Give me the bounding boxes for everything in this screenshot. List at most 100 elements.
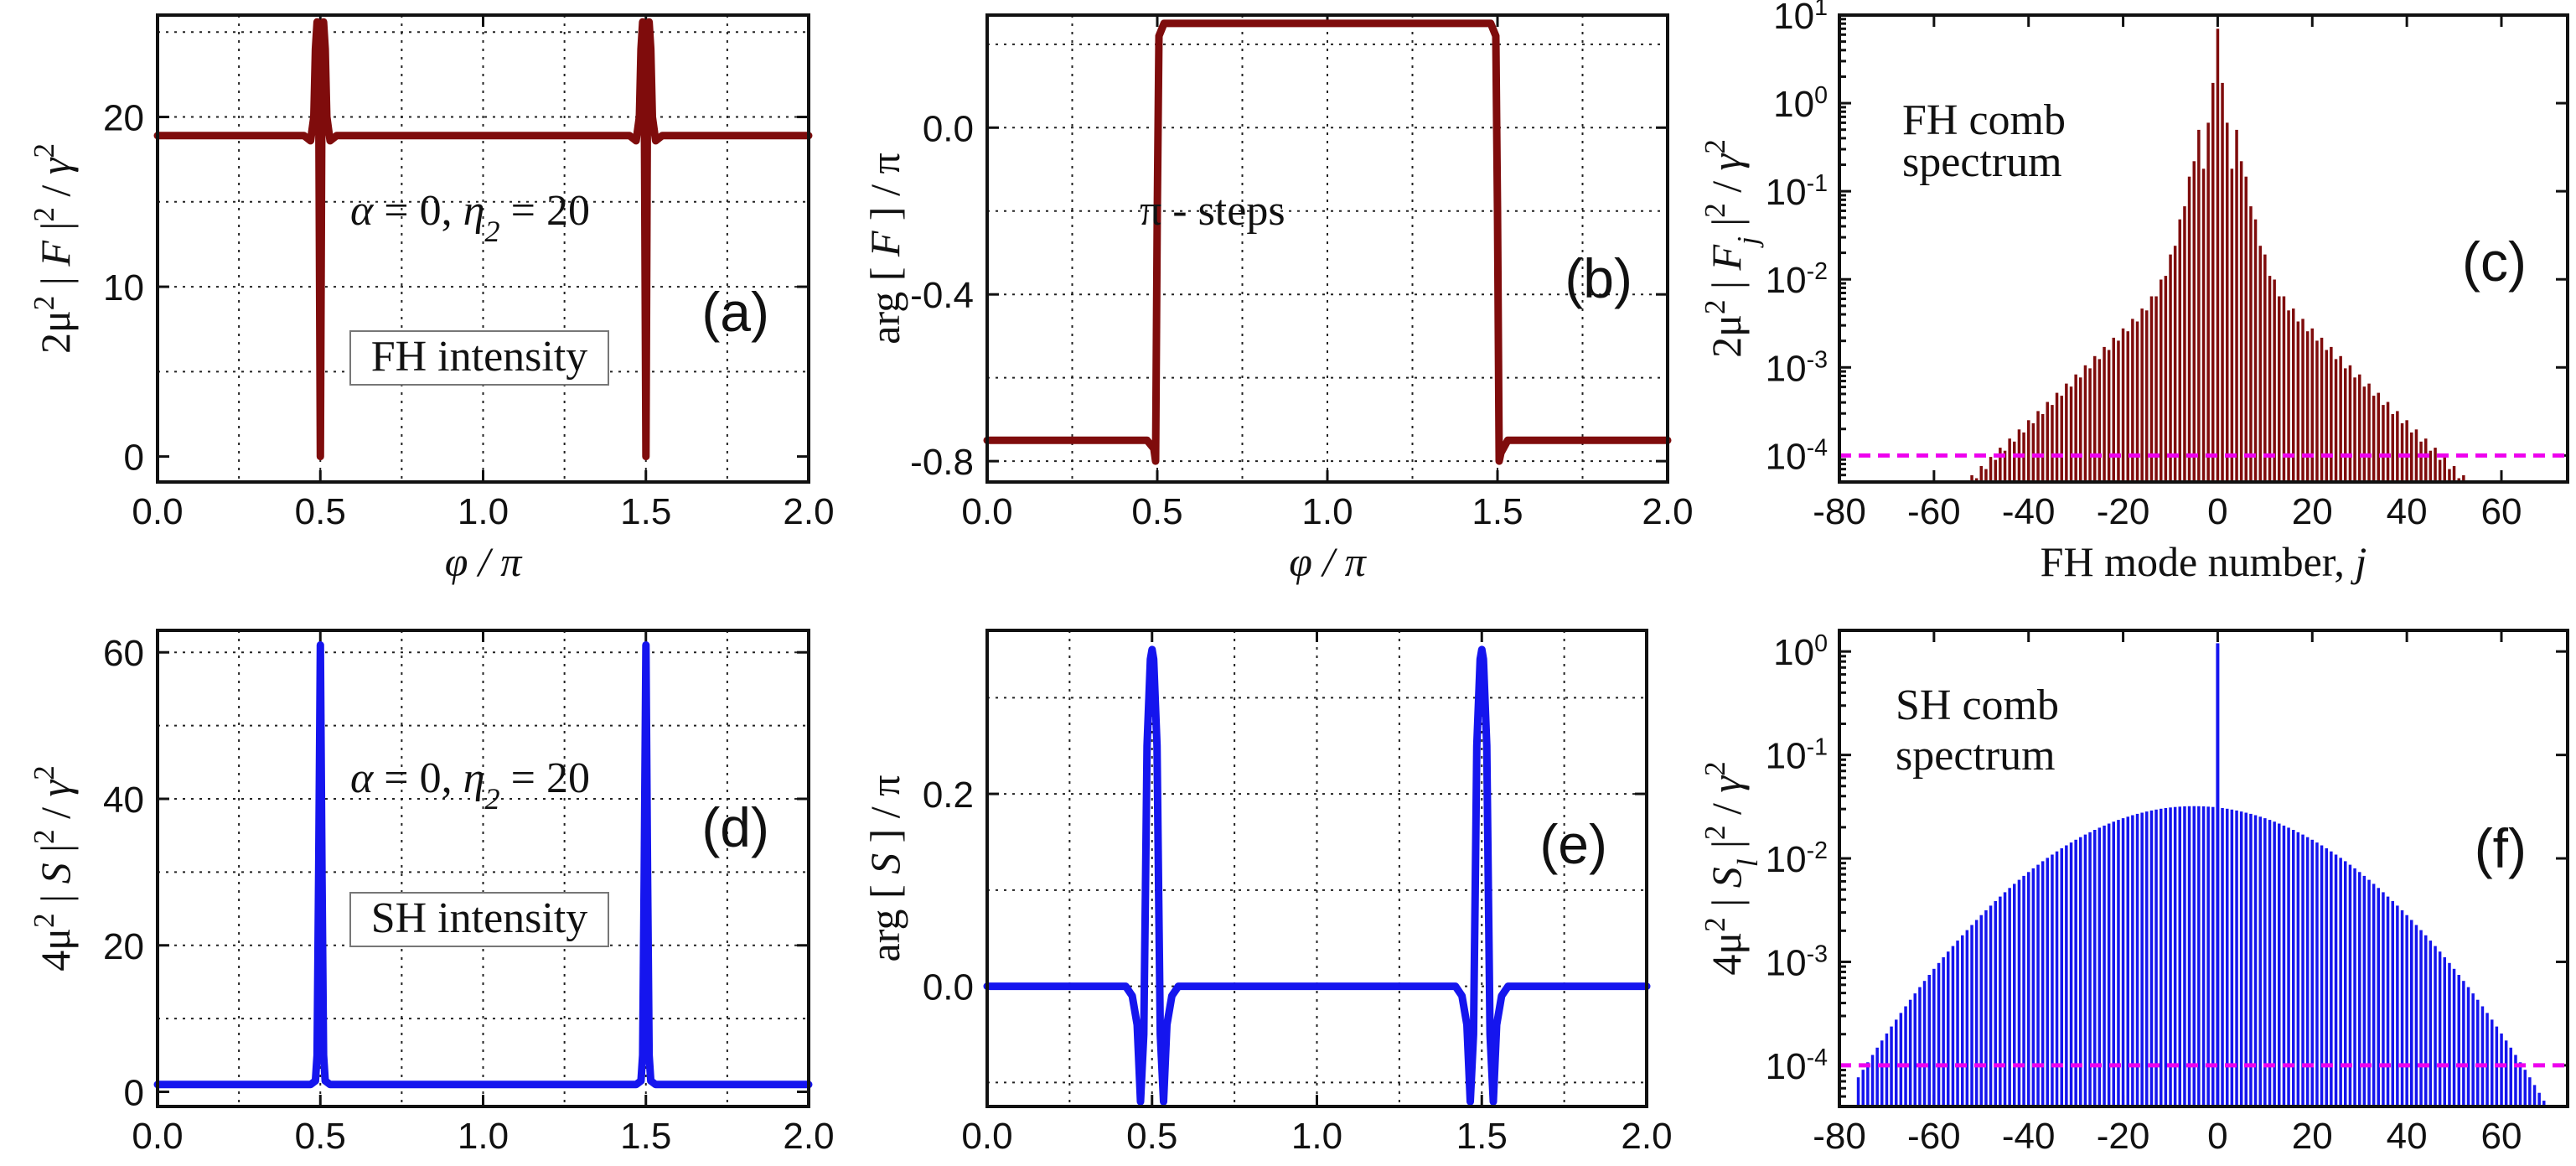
mode-bar (2041, 861, 2045, 1106)
y-tick-label: 10-2 (1766, 837, 1828, 880)
mode-bar (2344, 861, 2347, 1106)
x-axis-label: φ / π (445, 538, 524, 585)
plot-frame (985, 629, 1648, 1108)
panel-e: 0.0 0.5 1.0 1.5 2.0 0.0 0.2 φ / π arg [ S ] / π (… (861, 629, 1673, 1166)
y-tick-label: 100 (1773, 82, 1828, 125)
y-tick-label: 0 (124, 1073, 144, 1114)
mode-bar (2121, 818, 2125, 1106)
plot-frame (1838, 13, 2569, 484)
panel-label: (a) (701, 281, 769, 343)
parameter-annotation: α = 0, η2 = 20 (350, 754, 590, 816)
mode-bar (1861, 1070, 1865, 1106)
y-axis-label-group: 2μ2 | Fj |2 / γ2 (1699, 139, 1764, 358)
y-axis-label: 2μ2 | Fj |2 / γ2 (1699, 139, 1764, 358)
y-tick-label: 10-3 (1766, 346, 1828, 389)
y-axis-label-group: 4μ2 | S |2 / γ2 (28, 765, 80, 971)
mode-bar (2448, 469, 2451, 482)
mode-bar (2514, 1055, 2517, 1106)
mode-bar (2480, 1006, 2485, 1106)
series-line-d (153, 641, 813, 1089)
x-tick-label: 1.5 (1456, 1116, 1508, 1157)
boxed-label: SH intensity (371, 894, 588, 942)
x-tick-label: 20 (2292, 491, 2333, 532)
mode-bar (2206, 122, 2210, 482)
y-axis-label: 4μ2 | S |2 / γ2 (28, 765, 80, 971)
mode-bar (2060, 396, 2063, 482)
mode-bar (2121, 328, 2125, 482)
mode-bar (2117, 820, 2120, 1106)
mode-bar (2253, 219, 2258, 482)
mode-bar (2348, 864, 2352, 1106)
mode-bar (2046, 402, 2049, 482)
mode-bar (2135, 321, 2139, 482)
mode-bar (2278, 823, 2281, 1106)
y-tick-label: 100 (1773, 630, 1828, 673)
mode-bar (1965, 930, 1969, 1106)
mode-bar (2263, 254, 2267, 482)
x-tick-label: -80 (1813, 491, 1866, 532)
label-box (349, 330, 609, 386)
x-tick-label: 40 (2387, 491, 2428, 532)
mode-bar (2154, 296, 2158, 482)
mode-bar (2462, 474, 2465, 482)
y-axis-label: 2μ2 | F |2 / γ2 (28, 143, 80, 354)
mode-bar (2518, 1062, 2522, 1106)
panel-b: 0.0 0.5 1.0 1.5 2.0 0.0 -0.4 -0.8 φ / π arg [ F ]… (861, 13, 1694, 585)
mode-bar (1999, 448, 2002, 482)
mode-bar (1984, 469, 1988, 482)
mode-bar (2192, 161, 2196, 483)
mode-bar (2079, 837, 2082, 1106)
x-tick-label: 0.5 (1131, 491, 1182, 532)
y-axis-label: arg [ S ] / π (861, 775, 908, 962)
x-tick-label: 40 (2387, 1116, 2428, 1157)
mode-bar (2187, 806, 2191, 1106)
y-axis-label-group: 2μ2 | F |2 / γ2 (28, 143, 80, 354)
mode-bar (2060, 848, 2063, 1106)
mode-bar (2278, 296, 2281, 482)
mode-bar (2239, 811, 2243, 1106)
x-tick-label: 0.0 (961, 491, 1012, 532)
x-tick-label: 1.5 (1472, 491, 1523, 532)
mode-bar (2358, 374, 2361, 482)
x-tick-label: 2.0 (1642, 491, 1693, 532)
x-tick-label: 2.0 (783, 1116, 834, 1157)
x-tick-label: 0.5 (1126, 1116, 1177, 1157)
mode-bar (2154, 809, 2158, 1106)
spectrum-caption: SH comb (1896, 681, 2059, 729)
mode-bar (2131, 815, 2134, 1106)
mode-bar (2443, 457, 2446, 482)
mode-bar (2055, 392, 2059, 482)
mode-bar (1970, 474, 1973, 482)
y-tick-label: 10-3 (1766, 941, 1828, 983)
mode-bar (2074, 839, 2077, 1106)
mode-bar (2310, 839, 2314, 1106)
mode-bar (2377, 392, 2380, 482)
mode-bar (2003, 450, 2007, 482)
mode-bar (2414, 925, 2418, 1106)
x-tick-label: 1.5 (620, 1116, 671, 1157)
mode-bar (2041, 414, 2045, 482)
mode-bar (2282, 825, 2286, 1106)
x-axis-label: FH mode number, j (2041, 538, 2367, 585)
mode-bar (2013, 441, 2016, 482)
y-tick-label: 10-4 (1766, 434, 1828, 477)
panel-d: 0.0 0.5 1.0 1.5 2.0 0 20 40 60 φ / π 4μ2 | S |2 / … (28, 629, 835, 1166)
mode-bar (2164, 276, 2168, 482)
mode-bar (2504, 1040, 2508, 1106)
mode-bar (2410, 920, 2413, 1106)
x-tick-label: 1.5 (620, 491, 671, 532)
plot-frame (1838, 629, 2569, 1108)
mode-bar (2258, 816, 2262, 1106)
mode-bar (2273, 279, 2276, 482)
mode-bar (2244, 176, 2248, 482)
mode-bar (2410, 432, 2413, 482)
mode-bar (1856, 1077, 1860, 1106)
mode-bar (2344, 368, 2347, 482)
mode-bar (2160, 808, 2163, 1106)
mode-bar (2183, 206, 2186, 482)
mode-bar (2305, 331, 2310, 482)
mode-bar (2273, 821, 2276, 1106)
mode-bar (2055, 851, 2059, 1106)
mode-bar (1880, 1040, 1884, 1106)
mode-bar (2429, 941, 2433, 1106)
